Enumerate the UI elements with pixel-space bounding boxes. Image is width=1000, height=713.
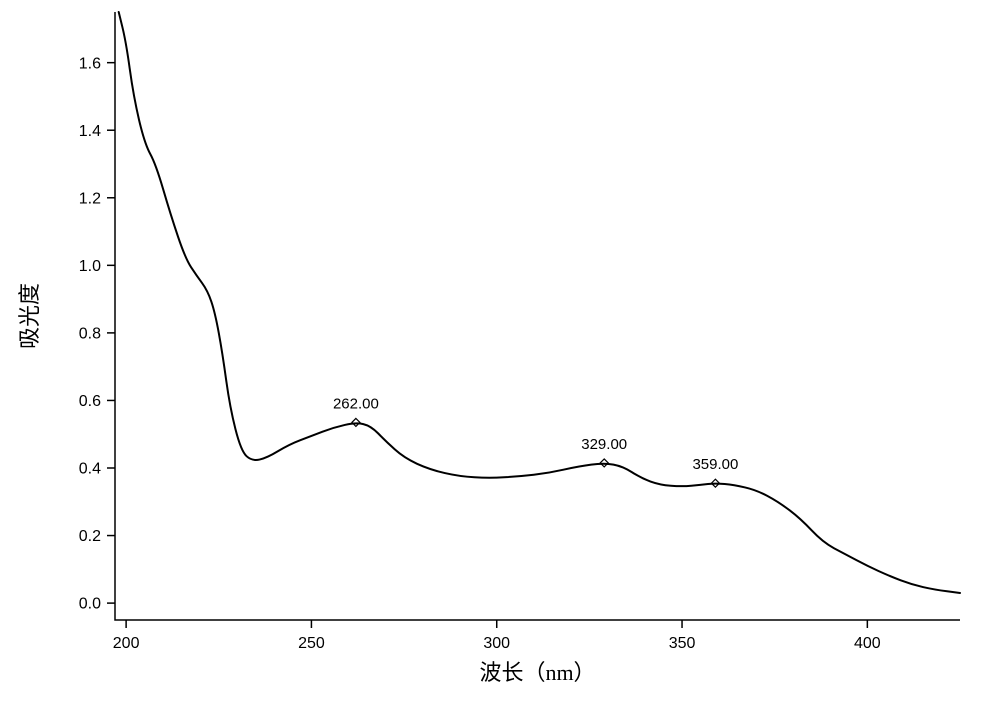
svg-text:300: 300 — [483, 635, 510, 652]
svg-text:0.4: 0.4 — [79, 461, 101, 478]
svg-text:262.00: 262.00 — [333, 395, 379, 412]
spectrum-chart: 200 250 300 350 400 0.0 0.2 0.4 0.6 0.8 1.0 1.2 1.4 1… — [0, 0, 1000, 713]
chart-svg: 200 250 300 350 400 0.0 0.2 0.4 0.6 0.8 1.0 1.2 1.4 1… — [0, 0, 1000, 713]
svg-text:1.4: 1.4 — [79, 123, 101, 140]
svg-text:200: 200 — [113, 635, 140, 652]
svg-text:1.0: 1.0 — [79, 258, 101, 275]
svg-text:0.0: 0.0 — [79, 596, 101, 613]
y-axis-label: 吸光度 — [17, 283, 42, 349]
svg-text:359.00: 359.00 — [692, 456, 738, 473]
x-axis-label: 波长（nm） — [479, 660, 595, 685]
svg-text:0.8: 0.8 — [79, 325, 101, 342]
svg-text:1.6: 1.6 — [79, 55, 101, 72]
svg-text:1.2: 1.2 — [79, 190, 101, 207]
svg-text:250: 250 — [298, 635, 325, 652]
svg-text:400: 400 — [854, 635, 881, 652]
svg-text:0.2: 0.2 — [79, 528, 101, 545]
svg-text:350: 350 — [669, 635, 696, 652]
svg-text:329.00: 329.00 — [581, 436, 627, 453]
svg-text:0.6: 0.6 — [79, 393, 101, 410]
